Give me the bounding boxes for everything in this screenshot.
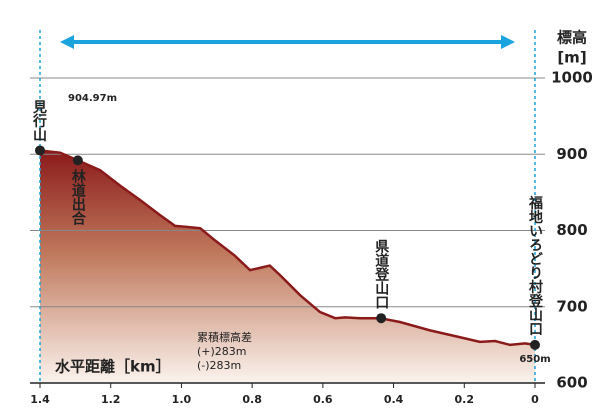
y-axis-label: [m] <box>557 49 586 67</box>
area <box>40 150 535 383</box>
marker <box>376 313 387 324</box>
marker-label: 福地いろどり村登山口 <box>527 195 544 336</box>
arrow-head <box>501 35 515 49</box>
y-axis-label: 標高 <box>557 29 587 47</box>
arrow-head <box>60 35 74 49</box>
marker <box>72 155 83 166</box>
y-tick-label: 600 <box>556 374 587 392</box>
marker-label: 県道登山口 <box>373 239 390 309</box>
x-tick-label: 0.6 <box>313 393 333 406</box>
x-axis-label: 水平距離［km］ <box>55 358 171 376</box>
x-tick-label: 0.8 <box>242 393 262 406</box>
x-tick-label: 0.2 <box>455 393 475 406</box>
annotation: 累積標高差 <box>197 330 252 344</box>
y-tick-label: 800 <box>556 221 587 239</box>
x-tick-label: 1.0 <box>172 393 192 406</box>
y-tick-label: 900 <box>556 145 587 163</box>
annotation: (-)283m <box>197 359 241 372</box>
x-tick-label: 0.4 <box>384 393 404 406</box>
marker <box>530 339 540 350</box>
marker <box>35 145 45 156</box>
value-label: 904.97m <box>68 93 117 104</box>
line <box>39 149 536 347</box>
x-tick-label: 1.2 <box>101 393 121 406</box>
y-tick-label: 700 <box>556 297 587 315</box>
x-tick-label: 1.4 <box>30 393 50 406</box>
marker-label: 林道出合 <box>70 169 86 227</box>
value-label: 650m <box>519 354 550 365</box>
annotation: (+)283m <box>197 345 247 358</box>
x-tick-label: 0 <box>531 393 539 406</box>
marker-label: 見行山 <box>31 99 48 142</box>
y-tick-label: 1000 <box>551 69 593 87</box>
